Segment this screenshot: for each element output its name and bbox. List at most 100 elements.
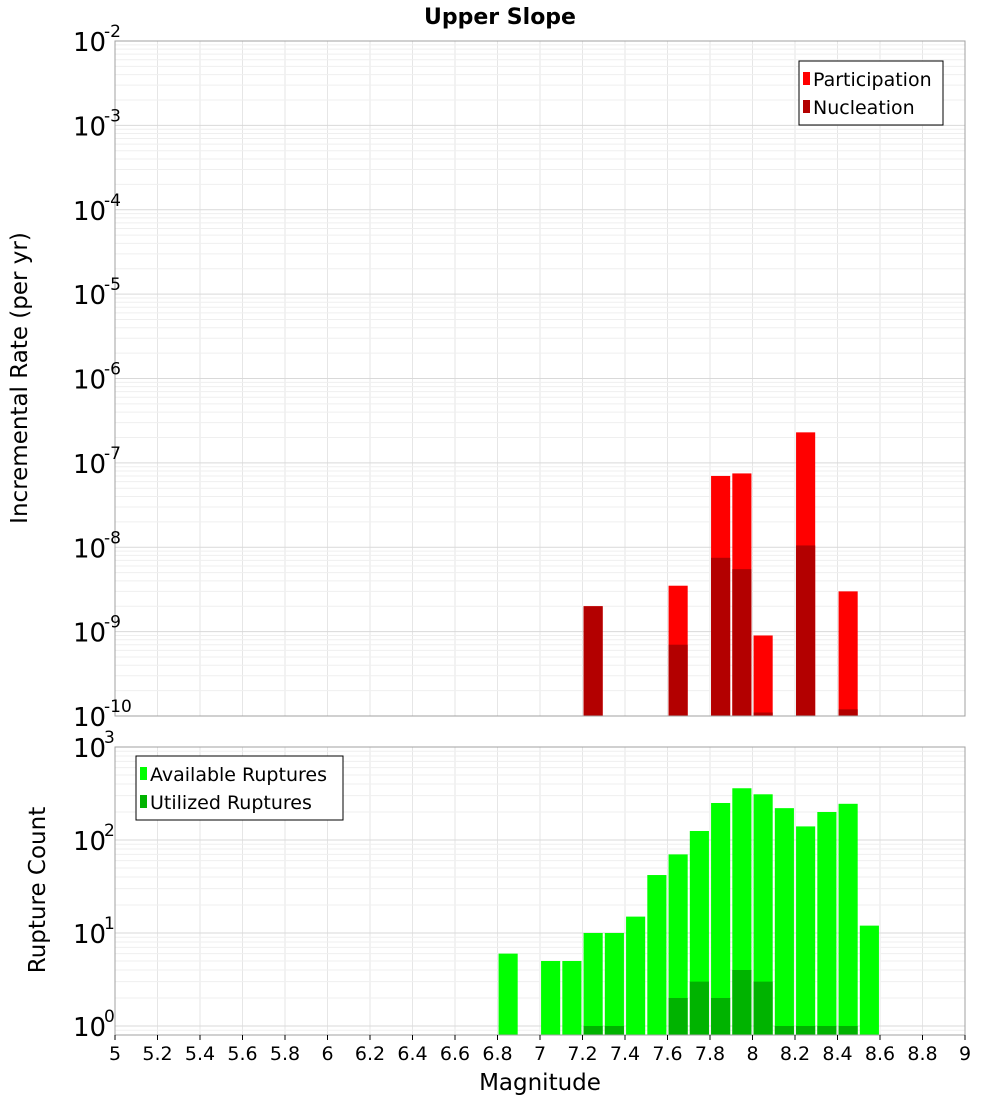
bottom-bar [838, 1025, 858, 1035]
bottom-bar [689, 981, 709, 1035]
bottom-legend-swatch [140, 767, 147, 780]
top-bar [668, 644, 688, 716]
bottom-bar [859, 925, 879, 1035]
x-tick-label: 8.4 [822, 1043, 852, 1065]
top-plot-area: 10-1010-910-810-710-610-510-410-310-2Par… [73, 22, 966, 733]
top-y-tick-exponent: -6 [104, 360, 121, 380]
x-axis-ticks: 5 5.2 5.4 5.6 5.8 6 6.2 6.4 6.6 6.8 7 7.2 7.4 7.6 7.8 8… [109, 1035, 971, 1065]
bottom-bar [604, 932, 624, 1035]
x-tick-label: 5.4 [185, 1043, 215, 1065]
x-tick-label: 7.2 [567, 1043, 597, 1065]
top-y-tick-label: 10 [73, 366, 106, 396]
bottom-legend-swatch [140, 795, 147, 808]
top-bar [838, 709, 858, 716]
top-legend-box [798, 60, 944, 126]
top-bar [753, 712, 773, 716]
top-bar [583, 606, 603, 716]
top-y-tick-label: 10 [73, 534, 106, 564]
bottom-bar [711, 802, 731, 1035]
top-y-tick-label: 10 [73, 450, 106, 480]
x-tick-label: 7.6 [652, 1043, 682, 1065]
bottom-legend-box [135, 755, 344, 821]
x-tick-label: 7.4 [610, 1043, 640, 1065]
bottom-bar [796, 1025, 816, 1035]
bottom-bar [583, 1025, 603, 1035]
x-tick-label: 5 [109, 1043, 121, 1065]
bottom-bar [498, 953, 518, 1035]
top-bar [753, 635, 773, 716]
bottom-bar [753, 794, 773, 1035]
top-y-tick-label: 10 [73, 112, 106, 142]
bottom-bar [774, 808, 794, 1035]
top-y-tick-label: 10 [73, 619, 106, 649]
bottom-y-tick-exponent: 0 [104, 1007, 115, 1027]
top-legend-label: Participation [813, 69, 932, 91]
bottom-bar [668, 854, 688, 1035]
bottom-y-axis-label: Rupture Count [25, 807, 51, 973]
top-bar [732, 569, 752, 716]
x-tick-label: 7 [534, 1043, 546, 1065]
top-y-tick-exponent: -9 [104, 613, 121, 633]
chart-title: Upper Slope [424, 5, 576, 30]
top-legend-swatch [803, 100, 810, 113]
top-y-tick-exponent: -10 [104, 697, 132, 717]
x-tick-label: 6.2 [355, 1043, 385, 1065]
bottom-bar [753, 981, 773, 1035]
x-tick-label: 6.6 [440, 1043, 470, 1065]
top-y-tick-exponent: -7 [104, 444, 121, 464]
bottom-bar [541, 960, 561, 1035]
bottom-bar [838, 803, 858, 1035]
bottom-bar [732, 969, 752, 1035]
bottom-y-tick-exponent: 3 [104, 728, 115, 748]
bottom-series-1 [583, 969, 858, 1035]
bottom-legend-label: Available Ruptures [150, 764, 327, 786]
top-y-tick-exponent: -5 [104, 275, 121, 295]
top-bar [711, 557, 731, 716]
bottom-legend-label: Utilized Ruptures [150, 792, 312, 814]
top-bar [796, 545, 816, 716]
bottom-bar [796, 826, 816, 1035]
bottom-bar [711, 997, 731, 1035]
bottom-y-tick-label: 10 [73, 827, 106, 857]
top-plot-frame [114, 40, 966, 717]
bottom-y-tick-label: 10 [73, 920, 106, 950]
x-tick-label: 8.8 [907, 1043, 937, 1065]
x-tick-label: 6.8 [482, 1043, 512, 1065]
bottom-bar [647, 875, 667, 1035]
top-legend: Participation Nucleation [798, 60, 944, 126]
top-y-tick-exponent: -4 [104, 191, 121, 211]
top-y-axis-label: Incremental Rate (per yr) [7, 232, 33, 524]
bottom-y-tick-exponent: 2 [104, 821, 115, 841]
bottom-bar [604, 1025, 624, 1035]
x-tick-label: 8 [746, 1043, 758, 1065]
x-tick-label: 9 [959, 1043, 971, 1065]
top-legend-swatch [803, 72, 810, 85]
x-tick-label: 6.4 [397, 1043, 427, 1065]
bottom-y-tick-label: 10 [73, 1013, 106, 1043]
x-tick-label: 5.8 [270, 1043, 300, 1065]
x-axis-label: Magnitude [479, 1070, 601, 1096]
bottom-bar [774, 1025, 794, 1035]
bottom-y-tick-exponent: 1 [104, 914, 115, 934]
top-y-tick-exponent: -2 [104, 22, 121, 42]
x-tick-label: 6 [321, 1043, 333, 1065]
top-legend-label: Nucleation [813, 97, 915, 119]
top-y-tick-label: 10 [73, 281, 106, 311]
bottom-y-tick-label: 10 [73, 734, 106, 764]
bottom-bar [817, 812, 837, 1035]
bottom-bar [562, 960, 582, 1035]
bottom-legend: Available Ruptures Utilized Ruptures [135, 755, 344, 821]
top-series-1 [583, 545, 858, 716]
x-tick-label: 8.2 [780, 1043, 810, 1065]
x-tick-label: 8.6 [865, 1043, 895, 1065]
x-tick-label: 7.8 [695, 1043, 725, 1065]
top-grid [114, 40, 966, 717]
bottom-bar [817, 1025, 837, 1035]
bottom-bar [626, 916, 646, 1035]
top-y-tick-exponent: -8 [104, 528, 121, 548]
